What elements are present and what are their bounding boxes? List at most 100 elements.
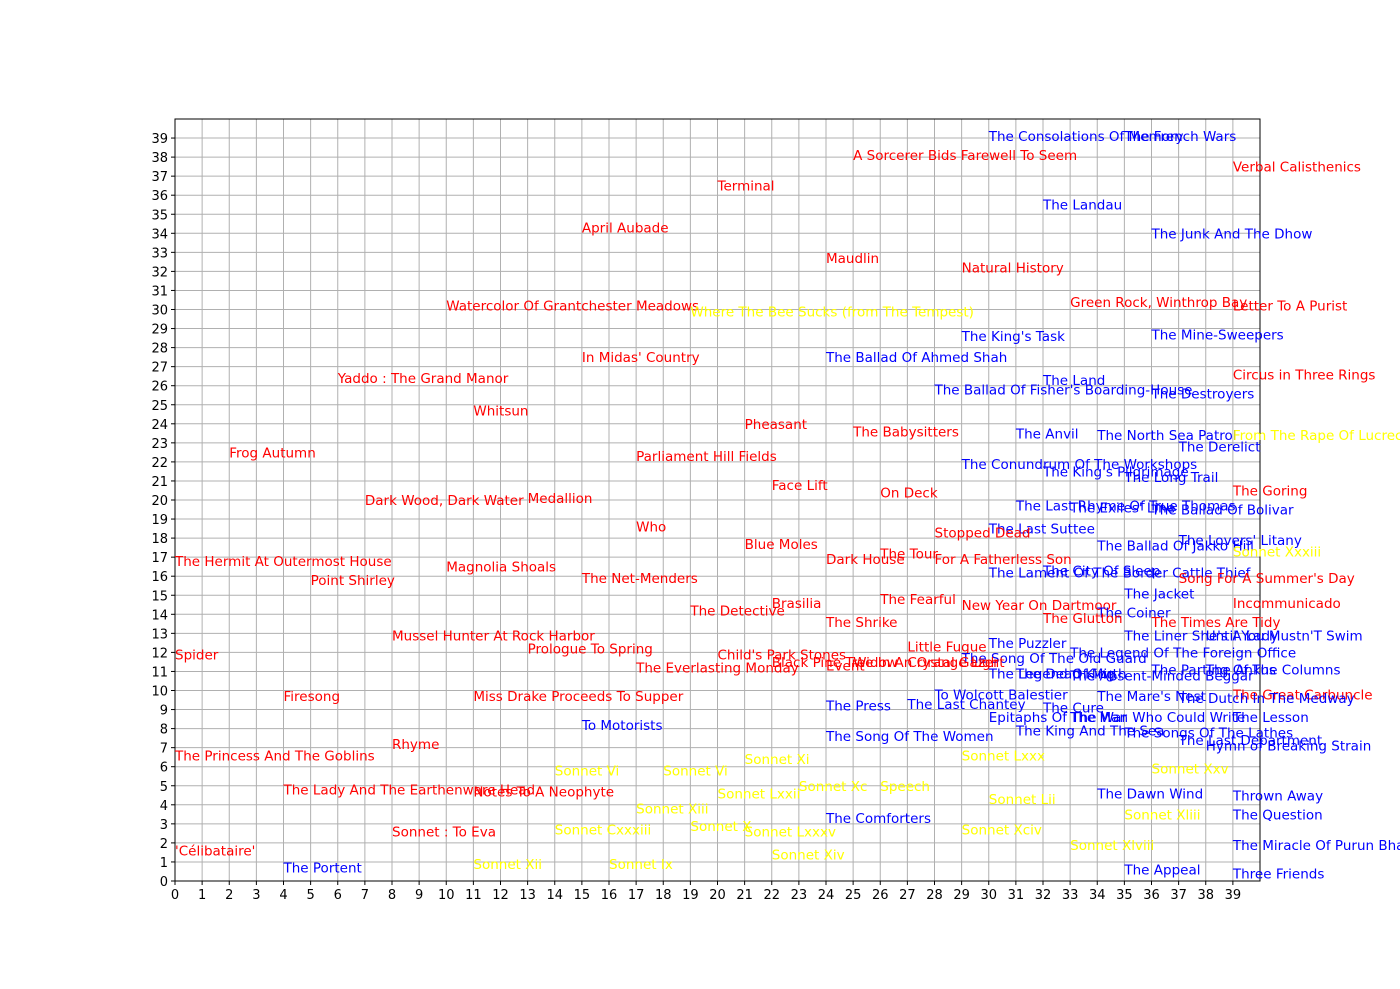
x-tick-label: 17 — [628, 888, 645, 903]
point-label: The Coiner — [1096, 605, 1171, 621]
point-label: The Parting Of The Columns — [1151, 663, 1341, 679]
point-label: The Lesson — [1232, 710, 1309, 726]
y-tick-label: 34 — [151, 227, 168, 242]
point-label: The Last Department — [1178, 733, 1323, 749]
x-tick-label: 36 — [1143, 888, 1160, 903]
point-label: Incommunicado — [1233, 596, 1341, 612]
point-label: Sonnet Vi — [663, 764, 728, 780]
x-tick-label: 24 — [818, 888, 835, 903]
point-label: The Puzzler — [988, 636, 1067, 652]
x-tick-label: 22 — [763, 888, 780, 903]
point-label: The Lament Of The Border Cattle Thief — [988, 565, 1252, 581]
point-label: Terminal — [717, 179, 775, 195]
point-label: Sonnet Xliii — [1124, 807, 1200, 823]
x-tick-label: 16 — [601, 888, 618, 903]
point-label: The Hermit At Outermost House — [174, 554, 392, 570]
y-tick-label: 28 — [151, 342, 168, 357]
point-label: Sonnet Ix — [609, 857, 673, 873]
x-tick-label: 25 — [845, 888, 862, 903]
point-label: The Ballad Of Bolivar — [1151, 503, 1295, 519]
x-tick-label: 12 — [492, 888, 509, 903]
y-tick-label: 1 — [160, 856, 168, 871]
x-tick-label: 5 — [306, 888, 314, 903]
point-label: The Destroyers — [1151, 386, 1255, 402]
point-label: The Absent-Minded Beggar — [1069, 668, 1254, 684]
x-tick-label: 7 — [361, 888, 369, 903]
point-label: Sonnet Xxxiii — [1233, 544, 1321, 560]
point-label: The Shrike — [825, 615, 897, 631]
point-label: The Comforters — [825, 811, 931, 827]
y-tick-label: 8 — [160, 723, 168, 738]
point-label: Stopped Dead — [935, 525, 1031, 541]
point-label: Black Pine Tree In An Orange Light — [772, 655, 1005, 671]
point-label: Until You Mustn'T Swim — [1206, 628, 1363, 644]
plot-area-frame — [174, 118, 1261, 882]
point-label: Thrown Away — [1232, 788, 1323, 804]
y-tick-label: 4 — [160, 799, 168, 814]
point-label: The Fearful — [879, 592, 956, 608]
point-label: The City Of Sleep — [1042, 563, 1160, 579]
point-label: The Ballad Of Fisher's Boarding-House — [934, 383, 1193, 399]
y-tick-label: 22 — [151, 456, 168, 471]
point-label: Prologue To Spring — [528, 642, 653, 658]
point-label: Sonnet Lxxxv — [745, 824, 836, 840]
point-label: The Lovers' Litany — [1178, 533, 1302, 549]
x-tick-label: 20 — [709, 888, 726, 903]
point-label: On Deck — [880, 485, 938, 501]
point-label: Sonnet X — [690, 819, 751, 835]
x-tick-label: 10 — [438, 888, 455, 903]
x-tick-label: 8 — [388, 888, 396, 903]
point-label: The Everlasting Monday — [635, 661, 799, 677]
point-label: Sonnet Lii — [989, 792, 1056, 808]
point-label: A Sorcerer Bids Farewell To Seem — [853, 148, 1077, 164]
y-tick-label: 0 — [160, 875, 168, 890]
x-tick-label: 32 — [1035, 888, 1052, 903]
point-label: Miss Drake Proceeds To Supper — [473, 689, 683, 705]
point-label: Point Shirley — [311, 573, 395, 589]
point-label: For A Fatherless Son — [935, 552, 1072, 568]
point-label: Notes To A Neophyte — [473, 784, 614, 800]
point-label: The Derelict — [1178, 440, 1261, 456]
point-label: From The Rape Of Lucrece — [1233, 428, 1400, 444]
point-label: The Ballad Of Ahmed Shah — [825, 350, 1007, 366]
point-label: The King And The Sea — [1015, 724, 1165, 740]
point-label: The Anvil — [1015, 426, 1079, 442]
point-label: Sonnet Xiii — [636, 802, 708, 818]
point-label: Dark Wood, Dark Water — [365, 493, 524, 509]
point-label: Widow — [853, 655, 898, 671]
point-label: The Detective — [689, 603, 784, 619]
y-tick-label: 14 — [151, 608, 168, 623]
point-label: The Junk And The Dhow — [1151, 226, 1313, 242]
y-tick-label: 24 — [151, 418, 168, 433]
x-tick-label: 19 — [682, 888, 699, 903]
point-label: The Liner She's A Lady — [1123, 628, 1278, 644]
axis-ticks: 0 1 2 3 4 5 6 7 8 9 10 11 12 13 14 15 16 17 18 19 20 21 22 23 24… — [151, 132, 1241, 903]
point-label: The Babysitters — [852, 424, 959, 440]
point-label: Green Rock, Winthrop Bay — [1070, 295, 1247, 311]
x-tick-label: 34 — [1089, 888, 1106, 903]
x-tick-label: 31 — [1008, 888, 1025, 903]
point-label: The Landau — [1042, 198, 1122, 214]
point-label: Who — [636, 520, 666, 536]
point-label: The King's Task — [961, 329, 1065, 345]
point-label: Sonnet Lxxx — [962, 748, 1045, 764]
point-label: The Portent — [283, 861, 362, 877]
x-tick-label: 0 — [171, 888, 179, 903]
y-tick-label: 13 — [151, 627, 168, 642]
point-label: 'Célibataire' — [175, 844, 255, 860]
point-label: Sonnet Xiv — [772, 847, 845, 863]
point-label: Medallion — [528, 491, 593, 507]
y-tick-label: 38 — [151, 151, 168, 166]
point-label: Maudlin — [826, 251, 879, 267]
y-tick-label: 19 — [151, 513, 168, 528]
point-label: The North Sea Patrol — [1096, 428, 1236, 444]
point-label: The Net-Menders — [581, 571, 698, 587]
y-tick-label: 32 — [151, 265, 168, 280]
point-label: Sonnet Xlviii — [1070, 838, 1154, 854]
point-label: The Song Of The Women — [825, 729, 994, 745]
point-label: The Mare's Nest — [1096, 689, 1206, 705]
point-label: Speech — [880, 779, 930, 795]
point-label: Frog Autumn — [229, 445, 316, 461]
point-label: April Aubade — [582, 221, 669, 237]
point-label: Epitaphs Of The War — [989, 710, 1128, 726]
